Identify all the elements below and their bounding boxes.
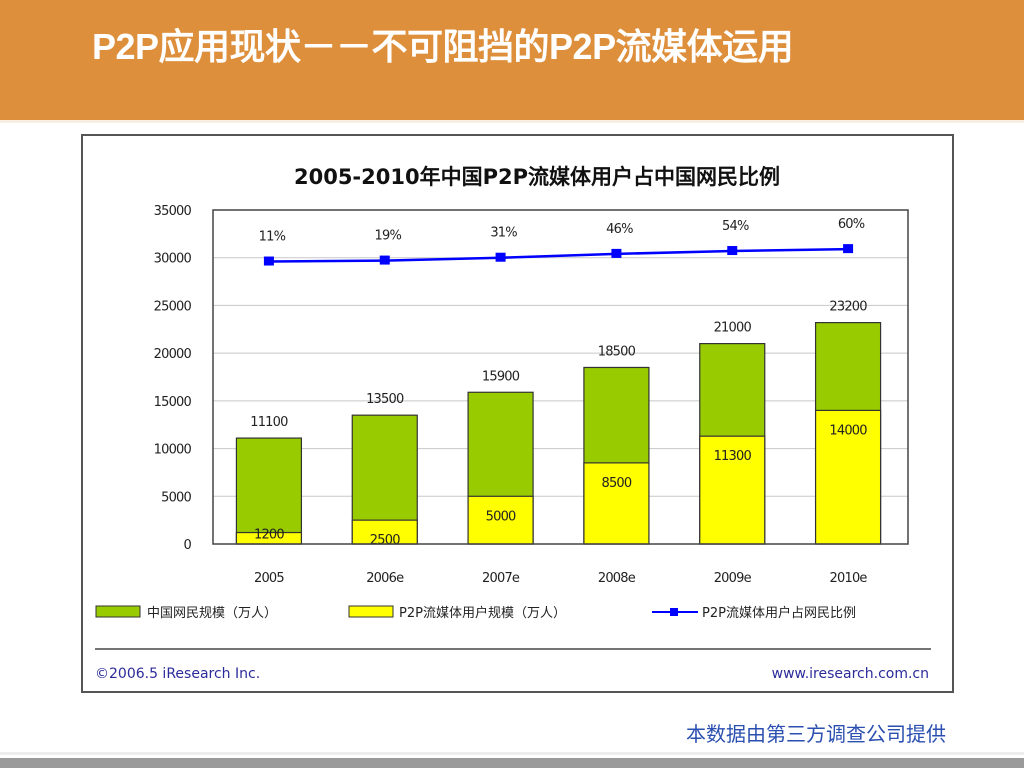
bottom-bar (0, 758, 1024, 768)
bar-netizens (235, 437, 303, 545)
slide-title: P2P应用现状－－不可阻挡的P2P流媒体运用 (92, 26, 794, 67)
ratio-marker (263, 256, 274, 266)
ratio-label: 54% (722, 219, 749, 234)
y-tick-label: 10000 (154, 443, 192, 458)
x-tick-label: 2010e (830, 571, 868, 586)
legend-label-netizens: 中国网民规模（万人） (147, 606, 277, 621)
ratio-line: 11% 19% 31% 46% 54% 60% (259, 217, 866, 266)
bar-label-p2p-users: 5000 (486, 509, 516, 524)
bar-label-p2p-users: 1200 (254, 528, 284, 543)
source-note: 本数据由第三方调查公司提供 (686, 722, 946, 746)
x-tick-label: 2006e (366, 571, 404, 586)
ratio-label: 31% (490, 226, 517, 241)
ratio-label: 46% (606, 222, 633, 237)
bars: 11100 1200 13500 2500 15900 5000 18500 8500 2100… (235, 300, 882, 548)
x-tick-label: 2007e (482, 571, 520, 586)
y-axis-ticks: 0 5000 10000 15000 20000 25000 30000 35000 (154, 204, 193, 553)
legend-label-p2p-users: P2P流媒体用户规模（万人） (399, 605, 566, 621)
ratio-marker (495, 252, 506, 262)
ratio-marker (611, 248, 622, 258)
bar-p2p-users (467, 495, 534, 545)
y-tick-label: 25000 (154, 299, 192, 314)
y-tick-label: 35000 (154, 204, 192, 219)
legend: 中国网民规模（万人） P2P流媒体用户规模（万人） P2P流媒体用户占网民比例 (95, 605, 856, 621)
ratio-line-path (268, 247, 849, 263)
ratio-label: 60% (838, 217, 865, 232)
bar-label-netizens: 18500 (598, 344, 636, 359)
bar-label-p2p-users: 2500 (370, 533, 400, 548)
chart-title: 2005-2010年中国P2P流媒体用户占中国网民比例 (294, 165, 780, 189)
x-tick-label: 2009e (714, 571, 752, 586)
ratio-marker (843, 244, 854, 254)
bar-p2p-users (814, 409, 882, 545)
ratio-label: 19% (375, 229, 402, 244)
ratio-marker (727, 246, 738, 256)
bar-label-netizens: 11100 (250, 415, 288, 430)
bar-label-netizens: 23200 (829, 300, 867, 315)
bar-label-netizens: 13500 (366, 392, 404, 407)
bar-label-p2p-users: 14000 (829, 423, 867, 438)
copyright-text: ©2006.5 iResearch Inc. (95, 666, 260, 682)
header-divider (0, 120, 1024, 123)
bar-p2p-users (699, 435, 766, 545)
legend-swatch-p2p-users (348, 605, 394, 618)
bottom-divider (0, 752, 1024, 755)
y-tick-label: 0 (184, 538, 192, 553)
x-axis-ticks: 2005 2006e 2007e 2008e 2009e 2010e (254, 571, 868, 586)
bar-label-p2p-users: 8500 (601, 476, 631, 491)
bar-label-p2p-users: 11300 (714, 449, 752, 464)
source-url[interactable]: www.iresearch.com.cn (772, 666, 929, 682)
legend-label-ratio: P2P流媒体用户占网民比例 (702, 605, 856, 621)
slide-header: P2P应用现状－－不可阻挡的P2P流媒体运用 (0, 0, 1024, 120)
ratio-marker (379, 255, 390, 265)
bar-label-netizens: 15900 (482, 369, 520, 384)
x-tick-label: 2005 (254, 571, 284, 586)
y-tick-label: 30000 (154, 252, 192, 267)
legend-swatch-netizens (95, 605, 141, 618)
gridlines (213, 257, 908, 497)
y-tick-label: 15000 (154, 395, 192, 410)
y-tick-label: 5000 (161, 490, 191, 505)
y-tick-label: 20000 (154, 347, 192, 362)
plot-area-border (212, 209, 909, 545)
ratio-label: 11% (259, 230, 286, 245)
x-tick-label: 2008e (598, 571, 636, 586)
legend-swatch-ratio-marker (670, 608, 678, 616)
bar-label-netizens: 21000 (714, 321, 752, 336)
bar-p2p-users (583, 462, 650, 545)
